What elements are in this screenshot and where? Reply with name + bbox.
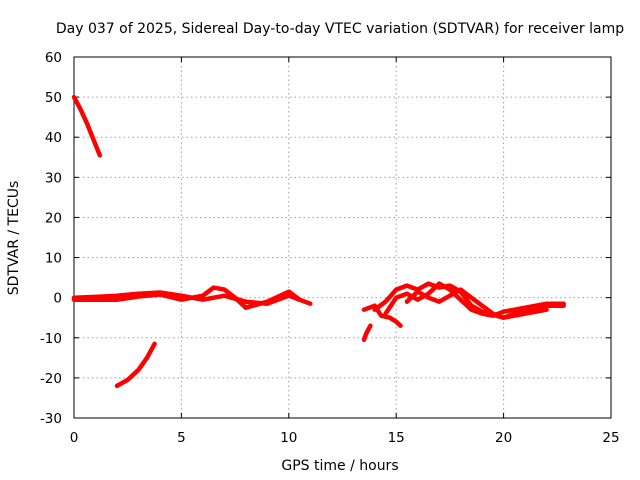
series-track-afternoon-1 xyxy=(361,323,373,343)
x-tick-label: 15 xyxy=(388,430,405,446)
y-tick-label: 10 xyxy=(45,251,62,267)
x-tick-label: 25 xyxy=(602,430,619,446)
series-track-near-zero-2 xyxy=(71,285,302,310)
y-tick-label: -10 xyxy=(40,331,62,347)
y-tick-label: 30 xyxy=(45,170,62,186)
series-track-early-high xyxy=(71,94,103,158)
axis-ticks: 0 5 10 15 20 25 -30 -20 -10 0 10 20 30 40 50 60 xyxy=(40,50,620,446)
x-tick-label: 10 xyxy=(280,430,297,446)
series-track-afternoon-2 xyxy=(361,303,403,328)
x-tick-label: 5 xyxy=(177,430,186,446)
y-tick-label: -20 xyxy=(40,371,62,387)
x-tick-label: 20 xyxy=(495,430,512,446)
y-tick-label: 60 xyxy=(45,50,62,66)
series-track-afternoon-5 xyxy=(404,287,549,320)
data-series xyxy=(71,94,566,389)
plot-frame xyxy=(73,56,612,419)
y-tick-label: 50 xyxy=(45,90,62,106)
x-tick-label: 0 xyxy=(70,430,79,446)
y-tick-label: 0 xyxy=(53,291,62,307)
y-tick-label: 40 xyxy=(45,130,62,146)
x-axis-label: GPS time / hours xyxy=(281,458,398,474)
series-track-afternoon-3 xyxy=(372,281,566,320)
y-tick-label: -30 xyxy=(40,411,62,427)
y-tick-label: 20 xyxy=(45,210,62,226)
grid xyxy=(74,57,611,418)
series-track-early-low xyxy=(114,341,157,389)
chart-title: Day 037 of 2025, Sidereal Day-to-day VTE… xyxy=(56,21,624,37)
y-axis-label: SDTVAR / TECUs xyxy=(6,181,22,296)
